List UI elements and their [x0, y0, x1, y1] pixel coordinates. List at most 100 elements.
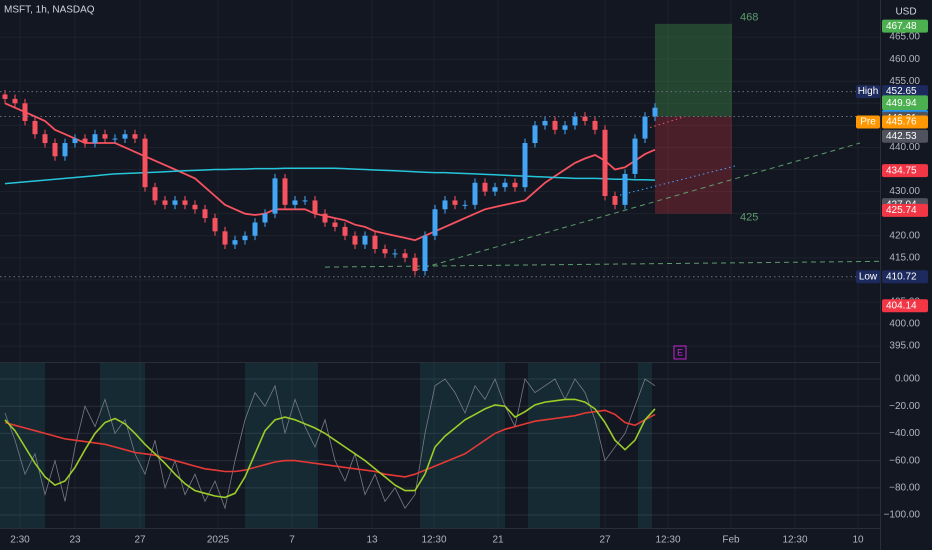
candle-body — [142, 138, 148, 188]
candle-body — [582, 116, 588, 121]
x-tick-label: 23 — [69, 535, 81, 546]
candle-body — [462, 204, 468, 206]
candle-body — [372, 235, 378, 249]
y-tick-label: 455.00 — [889, 76, 920, 87]
candle-body — [422, 235, 428, 272]
candle-body — [362, 235, 368, 245]
candle-body — [332, 222, 338, 227]
price-tag — [882, 129, 928, 143]
candle-body — [402, 253, 408, 258]
x-tick-label: 2025 — [207, 535, 230, 546]
price-tag-name: Low — [859, 271, 878, 282]
loss-zone — [655, 116, 732, 214]
x-tick-label: 12:30 — [421, 535, 446, 546]
osc-zone — [0, 362, 45, 528]
candle-body — [612, 196, 618, 205]
osc-zone — [420, 362, 505, 528]
trendline — [619, 165, 736, 196]
candle-body — [472, 182, 478, 205]
candle-body — [82, 138, 88, 144]
x-tick-label: 21 — [492, 535, 504, 546]
profit-zone — [655, 23, 732, 117]
osc-tick-label: −20.00 — [889, 401, 920, 412]
target-label: 468 — [740, 12, 758, 24]
candle-body — [52, 143, 58, 157]
candle-body — [632, 138, 638, 174]
price-tag-value: 452.65 — [886, 86, 917, 97]
y-tick-label: 460.00 — [889, 54, 920, 65]
oscillator-line — [4, 409, 656, 478]
osc-tick-label: −80.00 — [889, 482, 920, 493]
price-tag-name-box — [856, 115, 880, 129]
candle-body — [622, 173, 628, 205]
candle-body — [2, 94, 8, 99]
price-tag-value: 434.75 — [886, 165, 917, 176]
candle-body — [442, 200, 448, 210]
x-tick-label: Feb — [722, 535, 740, 546]
moving-average — [4, 167, 656, 185]
candle-body — [212, 218, 218, 232]
candle-body — [112, 138, 118, 140]
price-tag — [882, 203, 928, 217]
candle-body — [652, 107, 658, 117]
y-tick-label: 415.00 — [889, 252, 920, 263]
candle-body — [72, 138, 78, 144]
candle-body — [492, 187, 498, 192]
price-tag-name: Pre — [860, 117, 876, 128]
x-tick-label: 7 — [289, 535, 295, 546]
osc-zone — [638, 362, 652, 528]
price-tag-value: 442.53 — [886, 131, 917, 142]
x-tick-label: 10 — [852, 535, 864, 546]
candle-body — [222, 231, 228, 245]
candle-body — [392, 253, 398, 255]
candle-body — [32, 120, 38, 135]
candle-body — [532, 125, 538, 144]
candle-body — [562, 125, 568, 130]
candle-body — [242, 235, 248, 241]
price-tag — [882, 270, 928, 284]
price-tag-name: High — [858, 86, 879, 97]
candle-body — [382, 248, 388, 254]
price-tag — [882, 115, 928, 129]
candle-body — [22, 103, 28, 121]
chart-title: MSFT, 1h, NASDAQ — [4, 5, 95, 16]
y-tick-label: 400.00 — [889, 319, 920, 330]
candle-body — [122, 134, 128, 139]
candle-body — [232, 240, 238, 245]
y-tick-label: 465.00 — [889, 32, 920, 43]
x-tick-label: 27 — [134, 535, 146, 546]
candle-body — [182, 200, 188, 205]
candle-body — [292, 200, 298, 205]
plot-layer: 468 425 E — [0, 0, 881, 528]
candle-body — [502, 182, 508, 188]
candle-body — [482, 182, 488, 192]
candle-body — [572, 116, 578, 126]
y-tick-label: 420.00 — [889, 230, 920, 241]
osc-tick-label: −100.00 — [884, 510, 921, 521]
currency: USD — [895, 7, 916, 18]
price-tag — [882, 164, 928, 178]
candle-body — [152, 187, 158, 201]
candle-body — [312, 200, 318, 214]
x-tick-label: 12:30 — [655, 535, 680, 546]
oscillator-line — [4, 398, 656, 499]
price-tag-name-box — [856, 270, 880, 284]
candle-body — [412, 257, 418, 272]
candle-body — [172, 200, 178, 205]
candle-body — [602, 129, 608, 197]
osc-zone — [528, 362, 600, 528]
price-tag — [882, 97, 928, 111]
price-tag-value: 467.48 — [886, 21, 917, 32]
y-tick-label: 395.00 — [889, 341, 920, 352]
price-tag-name-box — [856, 85, 880, 99]
osc-tick-label: −40.00 — [889, 428, 920, 439]
oscillator-line — [4, 377, 656, 510]
x-tick-label: 13 — [366, 535, 378, 546]
candle-body — [352, 235, 358, 245]
candle-body — [202, 209, 208, 219]
candle-body — [102, 134, 108, 139]
stop-label: 425 — [740, 212, 758, 224]
